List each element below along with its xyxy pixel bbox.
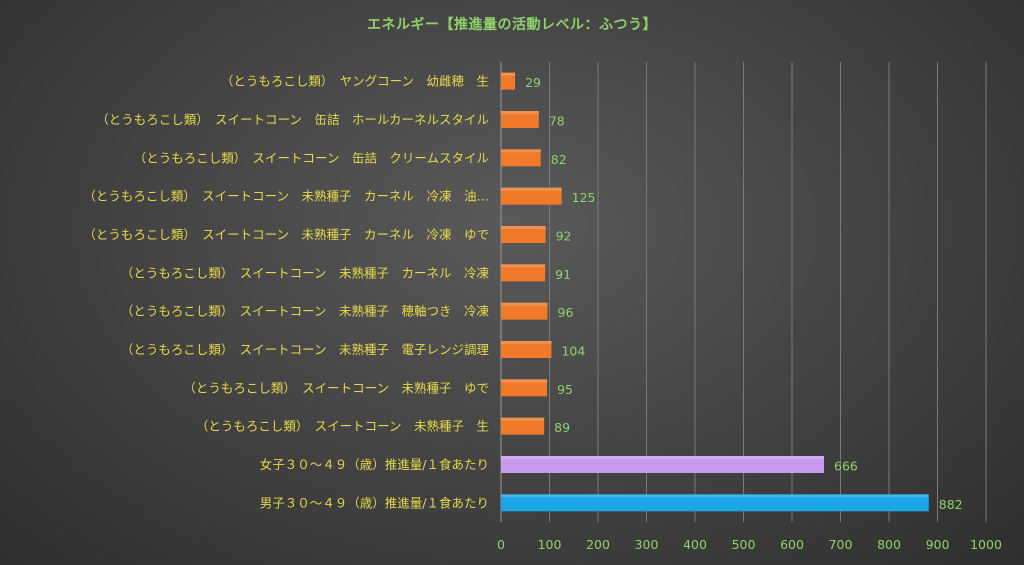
category-label: （とうもろこし類） ヤングコーン 幼雌穂 生: [221, 74, 489, 89]
bar-highlight: [501, 341, 552, 344]
data-label: 82: [551, 152, 567, 167]
data-label: 882: [939, 497, 963, 512]
bar: [501, 494, 929, 512]
bar-highlight: [501, 111, 539, 114]
bar: [501, 187, 562, 205]
x-tick-label: 0: [497, 537, 505, 552]
bar-highlight: [501, 187, 562, 191]
data-label: 92: [556, 229, 572, 244]
x-tick-label: 600: [780, 537, 804, 552]
data-label: 96: [558, 305, 574, 320]
x-tick-label: 100: [538, 537, 562, 552]
bar: [501, 456, 825, 473]
bar-highlight: [501, 149, 541, 153]
bar-highlight: [501, 417, 545, 421]
bar-highlight: [501, 264, 546, 268]
bar: [501, 149, 541, 167]
data-label: 78: [549, 114, 565, 129]
bar: [501, 226, 546, 243]
bar: [501, 264, 546, 282]
category-label: 男子３０～４９（歳）推進量/１食あたり: [260, 495, 489, 510]
bar-highlight: [501, 494, 929, 498]
x-tick-label: 500: [732, 537, 756, 552]
category-label: （とうもろこし類） スイートコーン 未熟種子 カーネル 冷凍: [121, 265, 490, 280]
category-label: 女子３０～４９（歳）推進量/１食あたり: [260, 457, 489, 472]
category-label: （とうもろこし類） スイートコーン 未熟種子 電子レンジ調理: [121, 342, 490, 357]
bar-highlight: [501, 456, 825, 459]
data-label: 29: [525, 75, 541, 90]
bar-highlight: [501, 226, 546, 229]
data-label: 95: [557, 382, 573, 397]
bar: [501, 341, 552, 358]
category-label: （とうもろこし類） スイートコーン 未熟種子 穂軸つき 冷凍: [121, 304, 490, 319]
x-tick-label: 800: [877, 537, 901, 552]
category-label: （とうもろこし類） スイートコーン 未熟種子 カーネル 冷凍 油…: [83, 189, 489, 204]
bar-highlight: [501, 72, 516, 76]
bar: [501, 111, 539, 128]
bar-highlight: [501, 379, 548, 383]
data-label: 666: [834, 459, 858, 474]
x-tick-label: 400: [683, 537, 707, 552]
bar: [501, 379, 548, 397]
bar: [501, 302, 548, 320]
category-label: （とうもろこし類） スイートコーン 缶詰 クリームスタイル: [134, 150, 489, 165]
data-label: 91: [555, 267, 571, 282]
bar: [501, 72, 516, 90]
x-tick-label: 700: [829, 537, 853, 552]
category-label: （とうもろこし類） スイートコーン 未熟種子 カーネル 冷凍 ゆで: [83, 227, 489, 242]
data-label: 89: [554, 420, 570, 435]
bar: [501, 417, 545, 435]
x-tick-label: 1000: [970, 537, 1002, 552]
bar-highlight: [501, 302, 548, 306]
category-label: （とうもろこし類） スイートコーン 未熟種子 ゆで: [183, 380, 489, 395]
x-tick-label: 300: [635, 537, 659, 552]
category-label: （とうもろこし類） スイートコーン 未熟種子 生: [196, 419, 489, 434]
data-label: 125: [572, 190, 596, 205]
chart-title: エネルギー【推進量の活動レベル：ふつう】: [367, 17, 657, 33]
category-label: （とうもろこし類） スイートコーン 缶詰 ホールカーネルスタイル: [96, 112, 489, 127]
data-label: 104: [561, 344, 585, 359]
x-tick-label: 200: [586, 537, 610, 552]
x-tick-label: 900: [926, 537, 950, 552]
